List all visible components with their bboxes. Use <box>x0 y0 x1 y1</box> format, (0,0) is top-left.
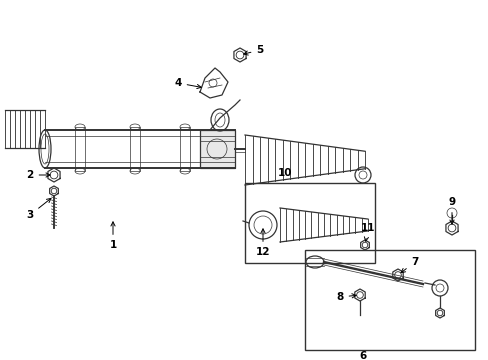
Text: 12: 12 <box>255 229 270 257</box>
Bar <box>130 127 140 171</box>
Text: 5: 5 <box>243 45 263 55</box>
Bar <box>180 127 190 171</box>
Text: 8: 8 <box>336 292 355 302</box>
Bar <box>75 127 85 171</box>
Bar <box>305 250 474 350</box>
Text: 10: 10 <box>277 168 292 178</box>
Bar <box>200 130 235 168</box>
Text: 6: 6 <box>359 351 366 360</box>
Text: 11: 11 <box>360 223 374 241</box>
Bar <box>244 183 374 263</box>
Text: 2: 2 <box>26 170 50 180</box>
Text: 1: 1 <box>109 222 116 250</box>
Text: 7: 7 <box>400 257 418 273</box>
Text: 3: 3 <box>26 198 51 220</box>
Text: 4: 4 <box>174 78 201 89</box>
Text: 9: 9 <box>447 197 455 224</box>
